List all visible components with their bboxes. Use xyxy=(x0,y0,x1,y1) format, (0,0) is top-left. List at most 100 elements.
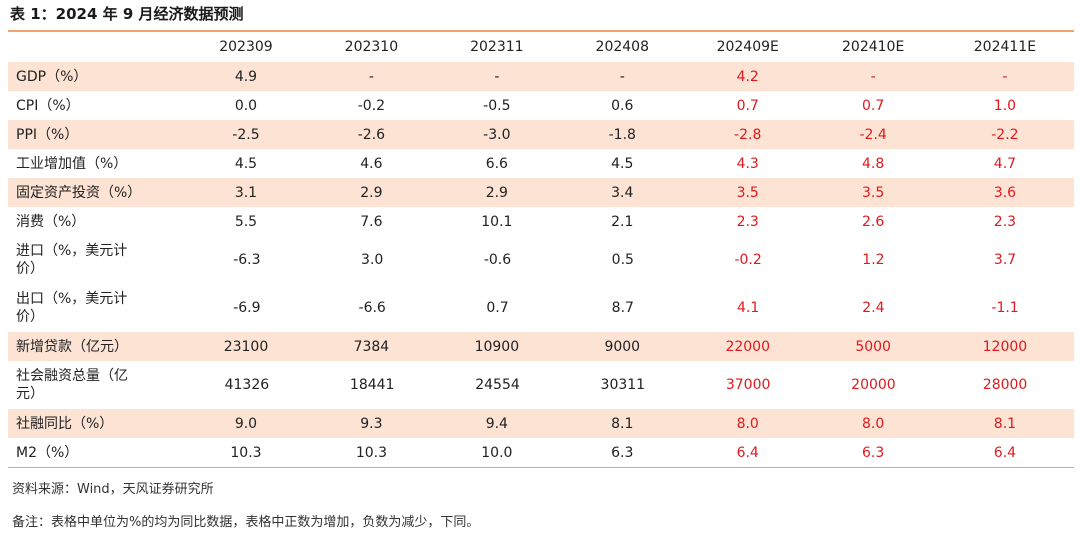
table-row: 进口（%，美元计价） -6.3 3.0 -0.6 0.5 -0.2 1.2 3.7 xyxy=(8,236,1074,284)
value-cell: 10.3 xyxy=(355,444,387,461)
row-label: CPI（%） xyxy=(16,97,80,114)
estimate-cell: 6.4 xyxy=(993,444,1017,461)
estimate-cell: 28000 xyxy=(982,377,1028,393)
value-cell: 3.1 xyxy=(234,184,258,201)
value-cell: 24554 xyxy=(475,377,520,393)
value-cell: 9.3 xyxy=(360,415,383,432)
value-cell: 2.9 xyxy=(360,184,383,201)
value-cell: 10.3 xyxy=(230,444,262,461)
estimate-cell: 6.3 xyxy=(862,444,885,461)
estimate-cell: 3.7 xyxy=(993,252,1017,268)
row-label: PPI（%） xyxy=(16,126,79,143)
row-label: GDP（%） xyxy=(16,68,88,85)
value-cell: 2.1 xyxy=(611,213,634,230)
value-cell: 23100 xyxy=(223,338,269,355)
table-row: 固定资产投资（%） 3.1 2.9 2.9 3.4 3.5 3.5 3.6 xyxy=(8,178,1074,207)
value-cell: 4.9 xyxy=(234,68,258,85)
value-cell: -6.9 xyxy=(233,300,261,316)
value-cell: -1.8 xyxy=(608,126,636,143)
value-cell: 8.7 xyxy=(611,300,634,316)
estimate-cell: 2.6 xyxy=(862,213,885,230)
value-cell: 4.6 xyxy=(360,155,383,172)
header-cell: 202411E xyxy=(973,39,1037,55)
estimate-cell: 4.3 xyxy=(736,155,759,172)
estimate-cell: 8.1 xyxy=(993,415,1017,432)
value-cell: 8.1 xyxy=(611,415,634,432)
table-row: 社融同比（%） 9.0 9.3 9.4 8.1 8.0 8.0 8.1 xyxy=(8,409,1074,438)
value-cell: - xyxy=(494,68,500,85)
row-label: 社融同比（%） xyxy=(16,415,114,432)
row-label: M2（%） xyxy=(16,444,79,461)
value-cell: 0.0 xyxy=(234,97,258,114)
table-row: 出口（%，美元计价） -6.9 -6.6 0.7 8.7 4.1 2.4 -1.1 xyxy=(8,284,1074,332)
table-header-row: 202309 202310 202311 202408 202409E 2024… xyxy=(8,32,1074,62)
table-row: CPI（%） 0.0 -0.2 -0.5 0.6 0.7 0.7 1.0 xyxy=(8,91,1074,120)
value-cell: 30311 xyxy=(600,377,646,393)
estimate-cell: 37000 xyxy=(725,377,771,393)
table-row: 工业增加值（%） 4.5 4.6 6.6 4.5 4.3 4.8 4.7 xyxy=(8,149,1074,178)
row-label: 工业增加值（%） xyxy=(16,155,128,172)
estimate-cell: 8.0 xyxy=(736,415,759,432)
estimate-cell: -2.8 xyxy=(734,126,762,143)
table-row: 新增贷款（亿元） 23100 7384 10900 9000 22000 5000 12000 xyxy=(8,332,1074,361)
header-cell: 202310 xyxy=(344,39,399,55)
value-cell: 0.5 xyxy=(611,252,634,268)
value-cell: - xyxy=(368,68,374,85)
estimate-cell: 4.1 xyxy=(736,300,760,316)
estimate-cell: 2.3 xyxy=(736,213,759,230)
estimate-cell: 1.2 xyxy=(862,252,885,268)
value-cell: -3.0 xyxy=(483,126,511,143)
row-label: 固定资产投资（%） xyxy=(16,184,142,201)
value-cell: 9000 xyxy=(604,338,641,355)
value-cell: 5.5 xyxy=(234,213,258,230)
value-cell: 10.0 xyxy=(481,444,513,461)
value-cell: 7384 xyxy=(353,338,390,355)
table-row: 消费（%） 5.5 7.6 10.1 2.1 2.3 2.6 2.3 xyxy=(8,207,1074,236)
estimate-cell: 4.7 xyxy=(993,155,1017,172)
value-cell: -0.5 xyxy=(483,97,511,114)
value-cell: 18441 xyxy=(349,377,395,393)
estimate-cell: - xyxy=(870,68,876,85)
header-cell: 202309 xyxy=(219,39,273,55)
value-cell: -6.6 xyxy=(358,300,386,316)
header-cell: 202410E xyxy=(842,39,905,55)
table-row: PPI（%） -2.5 -2.6 -3.0 -1.8 -2.8 -2.4 -2.2 xyxy=(8,120,1074,149)
estimate-cell: -2.4 xyxy=(859,126,887,143)
value-cell: -0.2 xyxy=(357,97,386,114)
header-cell: 202409E xyxy=(716,39,779,55)
value-cell: -2.5 xyxy=(232,126,260,143)
row-label: 出口（%，美元计价） xyxy=(16,291,128,325)
estimate-cell: 22000 xyxy=(725,338,770,355)
estimate-cell: 0.7 xyxy=(736,97,759,114)
value-cell: -6.3 xyxy=(233,252,261,268)
value-cell: 10900 xyxy=(474,338,520,355)
value-cell: 0.7 xyxy=(486,300,509,316)
row-label: 进口（%，美元计价） xyxy=(16,243,128,277)
table-row: 社会融资总量（亿元） 41326 18441 24554 30311 37000 20000… xyxy=(8,361,1074,409)
estimate-cell: -0.2 xyxy=(734,252,762,268)
value-cell: -2.6 xyxy=(357,126,386,143)
value-cell: - xyxy=(619,68,625,85)
row-label: 消费（%） xyxy=(16,213,86,230)
estimate-cell: - xyxy=(1002,68,1008,85)
table-title: 表 1：2024 年 9 月经济数据预测 xyxy=(10,5,244,23)
value-cell: 3.4 xyxy=(611,184,634,201)
estimate-cell: 4.8 xyxy=(862,155,885,172)
estimate-cell: 1.0 xyxy=(993,97,1017,114)
value-cell: -0.6 xyxy=(483,252,512,268)
value-cell: 4.5 xyxy=(611,155,634,172)
estimate-cell: -1.1 xyxy=(991,300,1019,316)
source-note: 资料来源：Wind，天风证券研究所 xyxy=(12,482,214,497)
estimate-cell: 5000 xyxy=(855,338,891,355)
estimate-cell: 0.7 xyxy=(862,97,885,114)
value-cell: 2.9 xyxy=(485,184,508,201)
value-cell: 6.6 xyxy=(485,155,508,172)
estimate-cell: 3.5 xyxy=(862,184,885,201)
estimate-cell: 20000 xyxy=(851,377,896,393)
estimate-cell: 6.4 xyxy=(736,444,759,461)
estimate-cell: 3.6 xyxy=(993,184,1017,201)
header-cell: 202408 xyxy=(595,39,649,55)
table-row: GDP（%） 4.9 - - - 4.2 - - xyxy=(8,62,1074,91)
value-cell: 9.4 xyxy=(485,415,508,432)
estimate-cell: -2.2 xyxy=(991,126,1019,143)
